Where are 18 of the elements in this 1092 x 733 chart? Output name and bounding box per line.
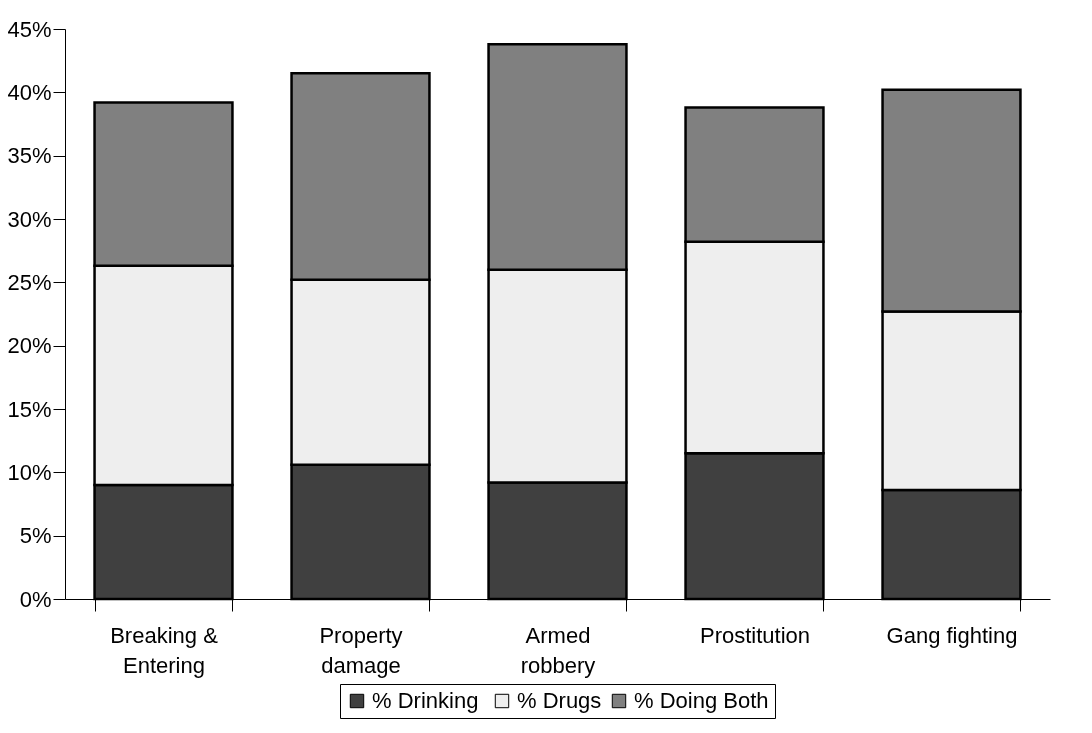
y-tick-label: 30% (7, 206, 52, 232)
y-tick-label: 0% (19, 586, 52, 612)
legend-label: % Drugs (517, 688, 602, 713)
x-tick-label: Armed robbery (520, 622, 596, 678)
x-tick-label: Gang fighting (886, 622, 1018, 648)
y-tick-label: 45% (7, 16, 52, 42)
y-tick-label: 20% (7, 333, 52, 359)
y-tick-label: 15% (7, 396, 52, 422)
x-tick-label: Breaking & Entering (110, 622, 219, 678)
x-tick-label: Prostitution (699, 622, 811, 648)
y-tick-label: 40% (7, 79, 52, 105)
x-tick-label: Property damage (319, 622, 403, 678)
y-tick-label: 35% (7, 143, 52, 169)
legend-label: % Doing Both (634, 688, 769, 713)
y-tick-label: 10% (7, 459, 52, 485)
y-tick-label: 5% (19, 523, 52, 549)
legend-label: % Drinking (372, 688, 479, 713)
y-tick-label: 25% (7, 269, 52, 295)
